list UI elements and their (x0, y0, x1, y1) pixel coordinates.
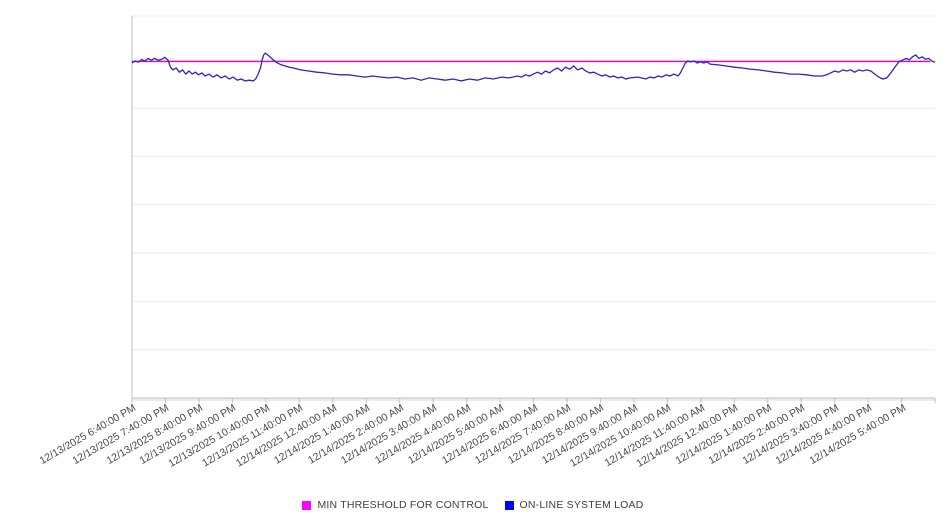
legend-label-online-load: ON-LINE SYSTEM LOAD (519, 499, 644, 511)
legend-item-online-load: ON-LINE SYSTEM LOAD (504, 499, 644, 511)
legend-swatch-min-threshold-icon (302, 500, 312, 510)
online-system-load-line (131, 52, 936, 82)
legend-item-min-threshold: MIN THRESHOLD FOR CONTROL (302, 499, 488, 511)
chart-legend: MIN THRESHOLD FOR CONTROL ON-LINE SYSTEM… (0, 499, 946, 511)
legend-label-min-threshold: MIN THRESHOLD FOR CONTROL (317, 499, 489, 511)
legend-swatch-online-load-icon (504, 500, 514, 510)
